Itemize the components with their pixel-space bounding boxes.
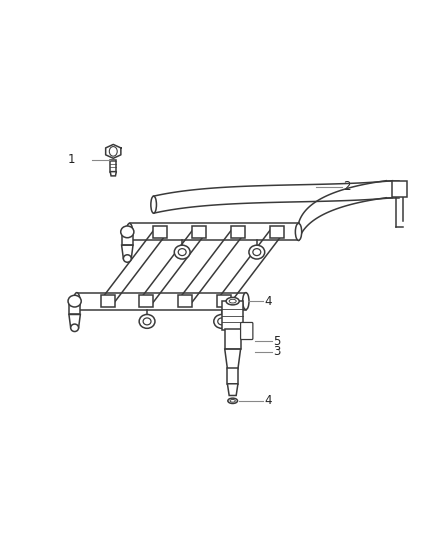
FancyBboxPatch shape bbox=[191, 226, 205, 238]
FancyBboxPatch shape bbox=[392, 181, 406, 197]
Ellipse shape bbox=[234, 228, 240, 236]
FancyBboxPatch shape bbox=[269, 226, 283, 238]
Ellipse shape bbox=[120, 226, 134, 238]
Ellipse shape bbox=[126, 223, 132, 240]
Ellipse shape bbox=[139, 314, 155, 328]
Ellipse shape bbox=[226, 297, 239, 305]
Ellipse shape bbox=[248, 245, 264, 259]
Text: 2: 2 bbox=[343, 180, 350, 193]
FancyBboxPatch shape bbox=[153, 226, 167, 238]
Ellipse shape bbox=[123, 255, 131, 262]
FancyBboxPatch shape bbox=[69, 301, 80, 314]
Circle shape bbox=[109, 147, 117, 156]
Polygon shape bbox=[110, 172, 116, 176]
FancyBboxPatch shape bbox=[139, 295, 153, 307]
Ellipse shape bbox=[174, 245, 190, 259]
Text: 4: 4 bbox=[264, 295, 271, 308]
FancyBboxPatch shape bbox=[227, 368, 237, 384]
FancyBboxPatch shape bbox=[222, 301, 243, 330]
FancyBboxPatch shape bbox=[178, 295, 192, 307]
Polygon shape bbox=[106, 144, 120, 158]
Ellipse shape bbox=[151, 196, 156, 213]
Text: 4: 4 bbox=[264, 394, 271, 407]
Ellipse shape bbox=[230, 400, 235, 402]
Ellipse shape bbox=[74, 293, 80, 310]
Ellipse shape bbox=[156, 228, 163, 236]
Ellipse shape bbox=[143, 297, 149, 305]
Text: 1: 1 bbox=[68, 154, 75, 166]
Ellipse shape bbox=[272, 228, 279, 236]
FancyBboxPatch shape bbox=[110, 160, 116, 172]
Ellipse shape bbox=[229, 300, 236, 303]
FancyBboxPatch shape bbox=[100, 295, 114, 307]
Ellipse shape bbox=[217, 318, 225, 325]
Ellipse shape bbox=[181, 297, 188, 305]
Ellipse shape bbox=[227, 398, 237, 403]
Polygon shape bbox=[69, 314, 80, 328]
FancyBboxPatch shape bbox=[240, 322, 252, 340]
Ellipse shape bbox=[213, 314, 229, 328]
Ellipse shape bbox=[104, 297, 111, 305]
Ellipse shape bbox=[242, 293, 248, 310]
Ellipse shape bbox=[252, 249, 260, 256]
FancyBboxPatch shape bbox=[216, 295, 230, 307]
Ellipse shape bbox=[178, 249, 186, 256]
Ellipse shape bbox=[295, 223, 301, 240]
Ellipse shape bbox=[220, 297, 227, 305]
FancyBboxPatch shape bbox=[121, 231, 133, 245]
Text: 5: 5 bbox=[272, 335, 280, 348]
Ellipse shape bbox=[195, 228, 202, 236]
Ellipse shape bbox=[68, 295, 81, 307]
Polygon shape bbox=[224, 349, 240, 369]
Ellipse shape bbox=[143, 318, 151, 325]
Ellipse shape bbox=[71, 324, 78, 332]
Polygon shape bbox=[227, 384, 237, 395]
FancyBboxPatch shape bbox=[224, 329, 240, 349]
Text: 3: 3 bbox=[272, 345, 280, 358]
Polygon shape bbox=[121, 245, 133, 259]
FancyBboxPatch shape bbox=[230, 226, 244, 238]
